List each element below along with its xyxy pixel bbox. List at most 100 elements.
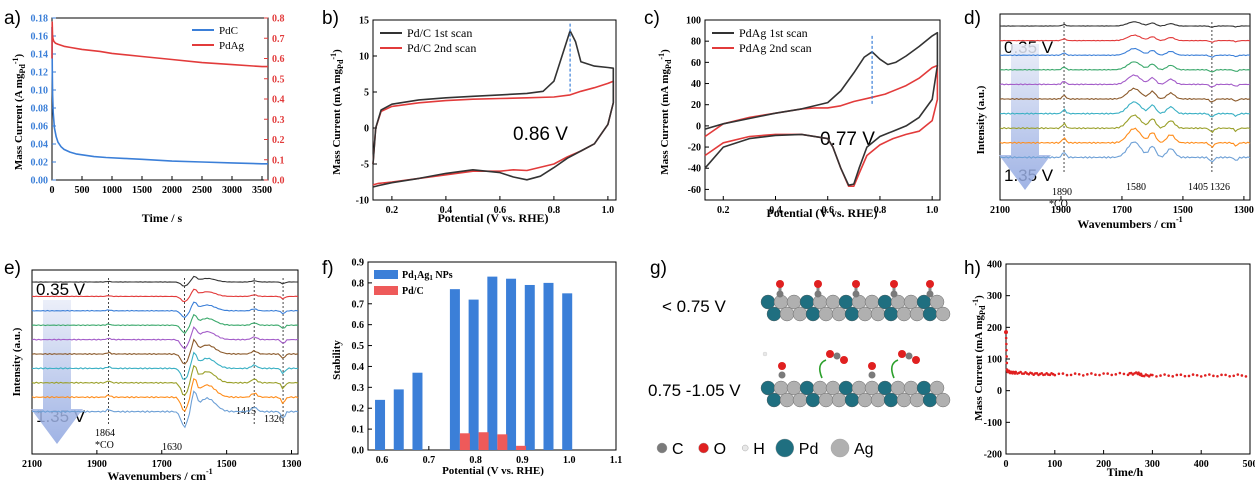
f-x-tick-label: 1.0 <box>563 455 576 466</box>
a-right-y-tick-label: 0.4 <box>272 95 285 106</box>
c-y-tick-label: 80 <box>691 37 701 48</box>
a-x-tick-label: 2500 <box>192 185 212 196</box>
b-x-tick-label: 1.0 <box>602 205 615 216</box>
g-top-ag-atom <box>819 307 833 321</box>
peak-label-1326: 1326 <box>1210 182 1230 193</box>
bar-pd1ag1 <box>506 279 516 450</box>
y-axis-label-d: Intensity (a.u.) <box>975 85 987 154</box>
h-y-tick-label: 200 <box>987 323 1002 334</box>
h-data-point <box>1005 337 1008 340</box>
a-x-tick-label: 1000 <box>102 185 122 196</box>
h-y-tick-label: 400 <box>987 260 1002 271</box>
d-spectrum-line <box>1000 22 1250 27</box>
g-legend-label: H <box>753 441 765 458</box>
g-cooh-o-atom <box>826 350 834 358</box>
e-x-tick-label: 2100 <box>22 459 42 470</box>
y-axis-label-c: Mass Current (mA mgPd-1) <box>657 49 673 175</box>
h-data-point <box>1098 374 1101 377</box>
series-pdc-2nd-line <box>373 81 613 185</box>
panel-label-c: c) <box>644 8 660 29</box>
h-data-point <box>1005 355 1008 358</box>
g-top-ag-atom <box>897 307 911 321</box>
h-data-point <box>1070 374 1073 377</box>
g-top-pd-atom <box>884 307 898 321</box>
h-data-point <box>1176 374 1179 377</box>
a-y-tick-label: 0.10 <box>31 86 49 97</box>
bar-pdc <box>497 434 507 450</box>
g-top-o-atom <box>852 280 860 288</box>
y-axis-label-b: Mass Current (mA mgPd-1) <box>329 49 345 175</box>
chart-d: d) Intensity (a.u.) Wavenumbers / cm-1 0… <box>960 0 1255 235</box>
g-top-o-atom <box>890 280 898 288</box>
a-x-tick-label: 3500 <box>252 185 272 196</box>
e-x-tick-label: 1300 <box>282 459 302 470</box>
h-data-point <box>1078 373 1081 376</box>
h-data-point <box>1192 373 1195 376</box>
peak-label-1580: 1580 <box>1126 182 1146 193</box>
e-x-tick-label: 1500 <box>217 459 237 470</box>
f-y-tick-label: 0.9 <box>352 258 365 269</box>
h-x-tick-label: 300 <box>1145 459 1160 470</box>
a-legend-label: PdAg <box>219 40 245 52</box>
bar-pd1ag1 <box>487 277 497 450</box>
bar-pd1ag1 <box>375 400 385 450</box>
g-bottom-ag-atom <box>832 393 846 407</box>
e-spectrum-line <box>32 315 298 334</box>
a-right-y-tick-label: 0.2 <box>272 135 285 146</box>
g-top-c-atom <box>815 291 822 298</box>
h-data-point <box>1216 375 1219 378</box>
a-x-tick-label: 2000 <box>162 185 182 196</box>
b-y-tick-label: -10 <box>356 196 369 207</box>
a-y-tick-label: 0.12 <box>31 68 49 79</box>
g-cooh-o-atom <box>898 350 906 358</box>
e-spectrum-line <box>32 302 298 317</box>
g-bottom-ag-atom <box>897 393 911 407</box>
f-x-tick-label: 0.6 <box>376 455 389 466</box>
f-y-tick-label: 0.7 <box>352 299 365 310</box>
f-y-tick-label: 0.1 <box>352 425 365 436</box>
peak-label-1630: 1630 <box>162 442 182 453</box>
h-data-point <box>1123 373 1126 376</box>
b-y-tick-label: 5 <box>364 88 369 99</box>
b-y-tick-label: 10 <box>359 52 369 63</box>
bar-pd1ag1 <box>525 285 535 450</box>
h-data-point <box>1082 374 1085 377</box>
a-right-y-tick-label: 0.0 <box>272 176 285 187</box>
h-data-point <box>1102 372 1105 375</box>
label-low-potential: < 0.75 V <box>662 297 726 316</box>
a-y-tick-label: 0.18 <box>31 14 49 25</box>
bar-pd1ag1 <box>469 300 479 450</box>
h-x-tick-label: 500 <box>1243 459 1255 470</box>
a-legend-label: PdC <box>219 25 238 37</box>
e-spectrum-line <box>32 340 298 364</box>
g-bottom-ag-atom <box>858 393 872 407</box>
g-top-c-atom <box>891 291 898 298</box>
g-top-ag-atom <box>936 307 950 321</box>
e-x-tick-label: 1900 <box>87 459 107 470</box>
g-bottom-pd-atom <box>884 393 898 407</box>
g-reaction-arrow <box>892 360 898 378</box>
h-data-point <box>1119 372 1122 375</box>
f-y-tick-label: 0.0 <box>352 446 365 457</box>
e-x-tick-label: 1700 <box>152 459 172 470</box>
g-legend-pd-icon <box>776 439 794 457</box>
a-x-tick-label: 0 <box>50 185 55 196</box>
f-x-tick-label: 1.1 <box>610 455 623 466</box>
a-right-y-tick-label: 0.1 <box>272 155 285 166</box>
g-bottom-ag-atom <box>780 393 794 407</box>
h-data-point <box>1074 372 1077 375</box>
g-cooh-c-atom <box>906 353 913 360</box>
x-axis-label-a: Time / s <box>142 211 183 225</box>
a-x-tick-label: 3000 <box>222 185 242 196</box>
b-y-tick-label: 15 <box>359 16 369 27</box>
a-y-tick-label: 0.00 <box>31 176 49 187</box>
f-x-tick-label: 0.8 <box>469 455 482 466</box>
g-bottom-ag-atom <box>910 393 924 407</box>
b-y-tick-label: -5 <box>361 160 369 171</box>
h-data-point <box>1110 374 1113 377</box>
h-y-tick-label: 0 <box>997 386 1002 397</box>
